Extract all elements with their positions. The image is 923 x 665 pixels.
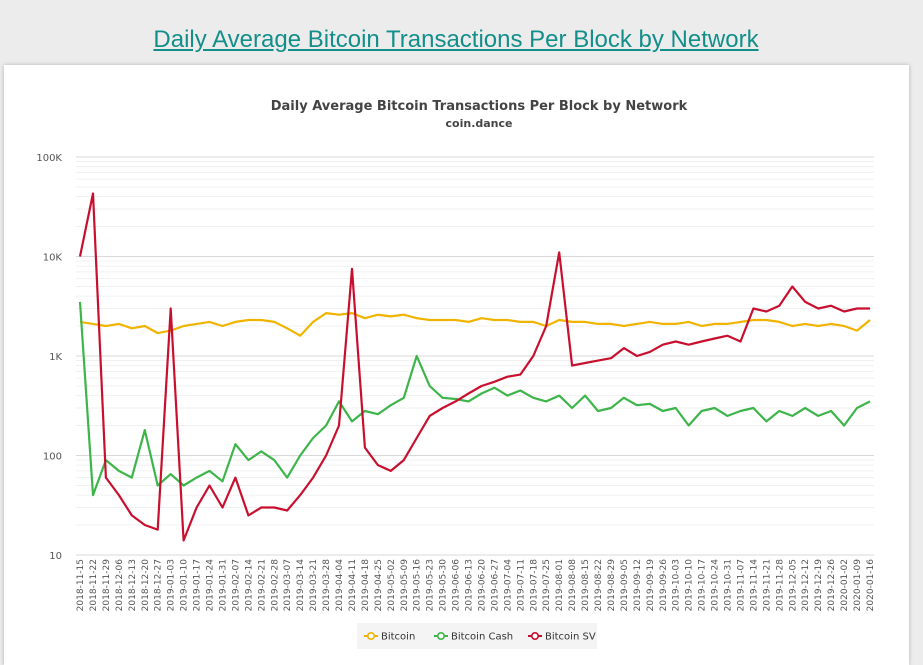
x-tick-label: 2019-06-20 xyxy=(477,559,487,612)
y-tick-label: 1K xyxy=(49,352,62,363)
x-tick-label: 2019-04-25 xyxy=(374,559,384,611)
x-tick-label: 2019-07-25 xyxy=(542,559,552,611)
x-tick-label: 2019-02-07 xyxy=(231,559,241,611)
x-tick-label: 2019-11-28 xyxy=(775,559,785,612)
x-tick-label: 2018-12-20 xyxy=(141,559,151,612)
x-tick-label: 2019-05-09 xyxy=(400,559,410,612)
x-tick-label: 2019-02-14 xyxy=(244,559,254,612)
x-tick-label: 2019-05-23 xyxy=(426,559,436,611)
x-tick-label: 2019-10-17 xyxy=(698,559,708,611)
x-tick-label: 2019-08-29 xyxy=(607,559,617,612)
x-tick-label: 2019-04-11 xyxy=(348,559,358,611)
series-layer xyxy=(78,192,871,542)
legend-item-bitcoin-sv[interactable]: Bitcoin SV xyxy=(528,632,596,643)
x-tick-label: 2019-05-02 xyxy=(387,559,397,611)
x-tick-label: 2020-01-02 xyxy=(840,559,850,611)
x-tick-label: 2019-07-11 xyxy=(516,559,526,611)
y-tick-label: 100K xyxy=(36,153,62,164)
y-axis-ticks: 10 100 1K 10K 100K xyxy=(36,153,62,562)
x-tick-label: 2019-11-07 xyxy=(736,559,746,611)
x-tick-label: 2018-12-13 xyxy=(128,559,138,611)
x-tick-label: 2019-05-16 xyxy=(413,559,423,612)
x-tick-label: 2019-06-13 xyxy=(465,559,475,611)
series-line-bitcoin xyxy=(79,312,871,337)
legend-swatch-marker xyxy=(530,631,539,640)
x-tick-label: 2019-07-18 xyxy=(529,559,539,612)
x-tick-label: 2019-01-10 xyxy=(180,559,190,612)
x-tick-label: 2019-01-03 xyxy=(167,559,177,611)
x-tick-label: 2019-02-28 xyxy=(270,559,280,612)
x-tick-label: 2019-09-12 xyxy=(633,559,643,611)
x-tick-label: 2019-12-19 xyxy=(814,559,824,612)
x-axis-ticks: 2018-11-15 2018-11-22 2018-11-29 2018-12-06… xyxy=(76,559,876,612)
legend-label: Bitcoin SV xyxy=(545,632,596,643)
x-tick-label: 2019-04-18 xyxy=(361,559,371,612)
legend-item-bitcoin-cash[interactable]: Bitcoin Cash xyxy=(434,632,513,643)
x-tick-label: 2019-09-26 xyxy=(659,559,669,612)
legend-label: Bitcoin xyxy=(381,632,415,643)
x-tick-label: 2018-12-27 xyxy=(154,559,164,611)
series-line-bitcoin-cash xyxy=(78,301,871,497)
x-tick-label: 2019-03-28 xyxy=(322,559,332,612)
x-tick-label: 2019-08-01 xyxy=(555,559,565,611)
x-tick-label: 2019-08-08 xyxy=(568,559,578,612)
legend-swatch-marker xyxy=(436,631,445,640)
x-tick-label: 2019-08-15 xyxy=(581,559,591,611)
legend[interactable]: Bitcoin Bitcoin Cash Bitcoin SV xyxy=(357,623,597,649)
x-tick-label: 2019-03-07 xyxy=(283,559,293,611)
x-tick-label: 2019-11-14 xyxy=(749,559,759,612)
legend-item-bitcoin[interactable]: Bitcoin xyxy=(364,632,415,643)
series-line-bitcoin-sv xyxy=(78,192,870,542)
x-tick-label: 2019-01-31 xyxy=(218,559,228,611)
x-tick-label: 2018-12-06 xyxy=(115,559,125,612)
x-tick-label: 2019-10-10 xyxy=(685,559,695,612)
x-tick-label: 2019-12-26 xyxy=(827,559,837,612)
x-tick-label: 2019-05-30 xyxy=(439,559,449,612)
x-tick-label: 2019-01-24 xyxy=(206,559,216,612)
y-tick-label: 100 xyxy=(43,452,62,463)
x-tick-label: 2018-11-22 xyxy=(89,559,99,611)
x-tick-label: 2019-06-06 xyxy=(452,559,462,612)
x-tick-label: 2019-12-12 xyxy=(801,559,811,611)
x-tick-label: 2019-10-03 xyxy=(672,559,682,611)
y-tick-label: 10 xyxy=(49,551,62,562)
x-tick-label: 2019-09-05 xyxy=(620,559,630,611)
page-title[interactable]: Daily Average Bitcoin Transactions Per B… xyxy=(153,26,759,53)
y-tick-label: 10K xyxy=(43,253,63,264)
chart-title: Daily Average Bitcoin Transactions Per B… xyxy=(271,99,688,114)
chart-subtitle: coin.dance xyxy=(446,117,513,130)
grid-layer xyxy=(76,156,874,556)
x-tick-label: 2018-11-15 xyxy=(76,559,86,611)
x-tick-label: 2019-04-04 xyxy=(335,559,345,612)
x-tick-label: 2019-08-22 xyxy=(594,559,604,611)
x-tick-label: 2019-01-17 xyxy=(193,559,203,611)
x-tick-label: 2019-03-14 xyxy=(296,559,306,612)
x-tick-label: 2020-01-09 xyxy=(853,559,863,612)
x-tick-label: 2019-09-19 xyxy=(646,559,656,612)
x-tick-label: 2019-03-21 xyxy=(309,559,319,611)
x-tick-label: 2018-11-29 xyxy=(102,559,112,612)
legend-label: Bitcoin Cash xyxy=(451,632,513,643)
x-tick-label: 2019-12-05 xyxy=(788,559,798,611)
x-tick-label: 2019-02-21 xyxy=(257,559,267,611)
x-tick-label: 2020-01-16 xyxy=(866,559,876,612)
chart-svg: Daily Average Bitcoin Transactions Per B… xyxy=(36,99,876,649)
legend-swatch-marker xyxy=(366,631,375,640)
chart-card: Daily Average Bitcoin Transactions Per B… xyxy=(4,65,909,665)
legend-box xyxy=(357,623,597,649)
x-tick-label: 2019-10-31 xyxy=(724,559,734,611)
x-tick-label: 2019-06-27 xyxy=(490,559,500,611)
x-tick-label: 2019-07-04 xyxy=(503,559,513,612)
x-tick-label: 2019-11-21 xyxy=(762,559,772,611)
x-tick-label: 2019-10-24 xyxy=(711,559,721,612)
